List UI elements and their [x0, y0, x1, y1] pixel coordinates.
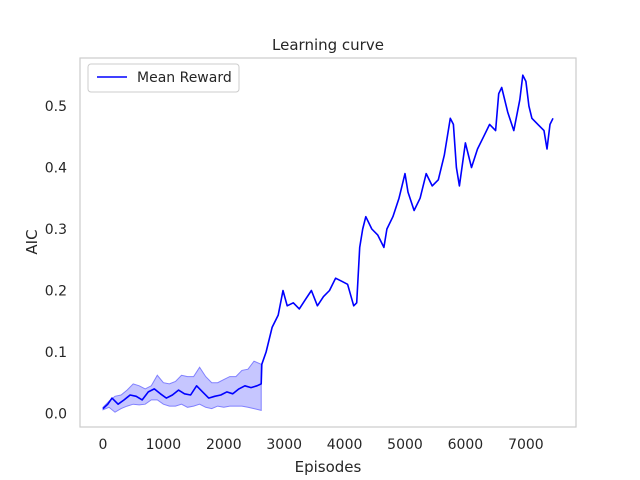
series-line-mean-reward [102, 74, 554, 410]
y-tick-label: 0.0 [45, 407, 67, 423]
x-tick-label: 0 [99, 437, 108, 453]
legend-box [87, 63, 240, 93]
x-tick-label: 5000 [387, 437, 423, 453]
x-tick-label: 7000 [508, 437, 544, 453]
plot-frame [79, 57, 577, 428]
y-tick-label: 0.4 [45, 161, 67, 177]
x-tick-label: 3000 [266, 437, 302, 453]
legend: Mean Reward [87, 63, 240, 93]
plot-area [80, 58, 576, 427]
series-line-layer [102, 74, 554, 410]
y-axis-label: AIC [23, 229, 41, 254]
legend-label-mean-reward: Mean Reward [137, 70, 232, 86]
x-axis-ticks: 0 1000 2000 3000 4000 5000 6000 7000 [99, 437, 544, 453]
y-tick-label: 0.1 [45, 345, 67, 361]
x-tick-label: 6000 [448, 437, 484, 453]
y-tick-label: 0.2 [45, 284, 67, 300]
x-tick-label: 1000 [146, 437, 182, 453]
x-axis-label: Episodes [295, 458, 362, 476]
y-tick-label: 0.3 [45, 222, 67, 238]
x-tick-label: 2000 [206, 437, 242, 453]
y-axis-ticks: 0.0 0.1 0.2 0.3 0.4 0.5 [45, 99, 67, 423]
chart-title: Learning curve [272, 36, 384, 54]
x-tick-label: 4000 [327, 437, 363, 453]
y-tick-label: 0.5 [45, 99, 67, 115]
